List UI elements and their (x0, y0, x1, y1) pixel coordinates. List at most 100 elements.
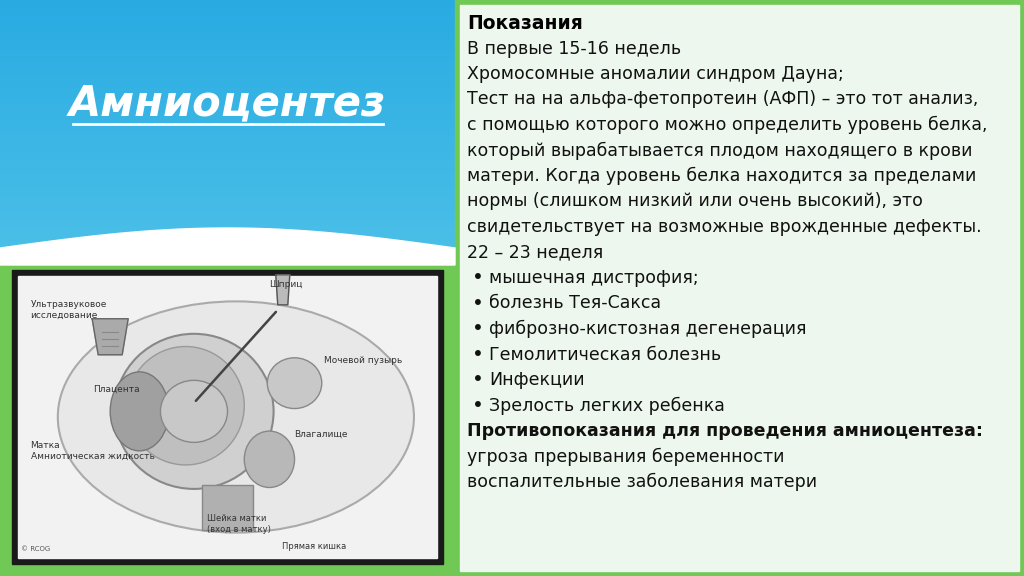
Bar (0, 208, 455, 211)
Bar (0, 50, 455, 52)
Bar (0, 96, 455, 99)
Bar (0, 214, 455, 217)
Bar (0, 137, 455, 139)
Bar (0, 93, 455, 96)
Bar (0, 124, 455, 127)
Bar (0, 47, 455, 50)
Text: Влагалище: Влагалище (295, 430, 348, 438)
Text: нормы (слишком низкий или очень высокий), это: нормы (слишком низкий или очень высокий)… (467, 192, 923, 210)
Text: который вырабатывается плодом находящего в крови: который вырабатывается плодом находящего… (467, 142, 973, 160)
Text: угроза прерывания беременности: угроза прерывания беременности (467, 448, 784, 466)
Text: Мочевой пузырь: Мочевой пузырь (324, 356, 402, 365)
Bar (0, 59, 455, 62)
Bar (0, 81, 455, 84)
Bar (0, 13, 455, 16)
Bar (0, 164, 455, 168)
Bar (0, 248, 455, 576)
Bar (0, 84, 455, 87)
Bar (0, 198, 455, 202)
Bar (0, 74, 455, 78)
Bar (0, 149, 455, 152)
Bar (0, 121, 455, 124)
Bar (0, 28, 455, 31)
Bar (0, 226, 455, 229)
Bar (0, 180, 455, 183)
Bar (0, 242, 455, 245)
Ellipse shape (267, 358, 322, 408)
Text: фиброзно-кистозная дегенерация: фиброзно-кистозная дегенерация (489, 320, 807, 338)
Bar (0, 143, 455, 146)
Bar (0, 25, 455, 28)
Bar (0, 168, 455, 170)
Text: •: • (472, 294, 484, 313)
Text: Шприц: Шприц (269, 280, 303, 289)
Bar (0, 31, 455, 34)
Bar (0, 155, 455, 158)
Bar (0, 217, 455, 220)
Bar (0, 87, 455, 90)
Bar (0, 62, 455, 65)
Bar (0, 112, 455, 115)
Bar (0, 115, 455, 118)
Text: •: • (472, 320, 484, 339)
Bar (0, 186, 455, 189)
Bar (0, 202, 455, 204)
Bar (0, 170, 455, 173)
Bar (0, 40, 455, 43)
Text: свидетельствует на возможные врожденные дефекты.: свидетельствует на возможные врожденные … (467, 218, 982, 236)
Bar (0, 3, 455, 6)
Ellipse shape (245, 431, 295, 487)
Bar (0, 238, 455, 242)
Text: Прямая кишка: Прямая кишка (282, 542, 346, 551)
Text: болезнь Тея-Сакса: болезнь Тея-Сакса (489, 294, 662, 313)
Text: Гемолитическая болезнь: Гемолитическая болезнь (489, 346, 721, 363)
Text: Амниоцентез: Амниоцентез (69, 83, 386, 124)
Text: Зрелость легких ребенка: Зрелость легких ребенка (489, 396, 725, 415)
Text: Показания: Показания (467, 14, 583, 33)
Text: •: • (472, 370, 484, 389)
Bar (203, 484, 253, 530)
Bar (0, 130, 455, 133)
Ellipse shape (115, 334, 273, 489)
Bar (0, 245, 455, 248)
Bar (0, 90, 455, 93)
Text: Шейка матки
(вход в матку): Шейка матки (вход в матку) (207, 514, 270, 534)
Bar (0, 189, 455, 192)
Bar (0, 43, 455, 47)
Bar (0, 65, 455, 68)
Bar (0, 236, 455, 238)
Bar (0, 139, 455, 143)
Bar (460, 5, 1019, 571)
Text: Противопоказания для проведения амниоцентеза:: Противопоказания для проведения амниоцен… (467, 422, 983, 440)
Bar (0, 127, 455, 130)
Text: 22 – 23 неделя: 22 – 23 неделя (467, 244, 603, 262)
Text: •: • (472, 396, 484, 415)
Bar (0, 152, 455, 155)
Bar (0, 177, 455, 180)
Bar (0, 195, 455, 198)
Bar (0, 108, 455, 112)
Bar (0, 183, 455, 186)
Text: © RCOG: © RCOG (22, 546, 50, 552)
Text: Тест на на альфа-фетопротеин (АФП) – это тот анализ,: Тест на на альфа-фетопротеин (АФП) – это… (467, 90, 978, 108)
Bar (0, 161, 455, 164)
Ellipse shape (161, 380, 227, 442)
Text: воспалительные заболевания матери: воспалительные заболевания матери (467, 473, 817, 491)
Polygon shape (0, 228, 455, 265)
Bar (0, 103, 455, 105)
Text: •: • (472, 345, 484, 364)
Bar (0, 0, 455, 3)
Bar (0, 173, 455, 177)
Bar (0, 37, 455, 40)
Bar (0, 192, 455, 195)
Text: мышечная дистрофия;: мышечная дистрофия; (489, 269, 698, 287)
Text: Плацента: Плацента (93, 384, 140, 393)
Ellipse shape (57, 301, 414, 533)
Bar (0, 204, 455, 208)
Text: Матка
Амниотическая жидкость: Матка Амниотическая жидкость (31, 441, 155, 461)
Bar (0, 56, 455, 59)
Text: В первые 15-16 недель: В первые 15-16 недель (467, 40, 681, 58)
Bar (0, 158, 455, 161)
Polygon shape (275, 275, 290, 305)
Text: с помощью которого можно определить уровень белка,: с помощью которого можно определить уров… (467, 116, 987, 134)
